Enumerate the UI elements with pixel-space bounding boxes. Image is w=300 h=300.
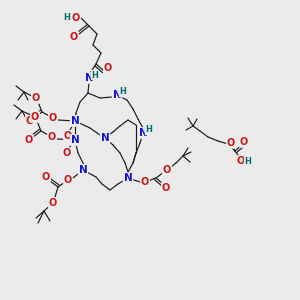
Text: O: O xyxy=(63,148,71,158)
Text: H: H xyxy=(92,70,98,80)
Text: O: O xyxy=(227,138,235,148)
Text: N: N xyxy=(85,73,93,83)
Text: O: O xyxy=(70,32,78,42)
Text: H: H xyxy=(120,88,126,97)
Text: O: O xyxy=(25,135,33,145)
Text: O: O xyxy=(162,183,170,193)
Text: O: O xyxy=(163,165,171,175)
Text: O: O xyxy=(49,113,57,123)
Text: O: O xyxy=(26,116,34,126)
Text: O: O xyxy=(48,132,56,142)
Text: N: N xyxy=(70,135,80,145)
Text: O: O xyxy=(240,137,248,147)
Text: O: O xyxy=(64,131,72,141)
Text: O: O xyxy=(72,13,80,23)
Text: H: H xyxy=(244,157,251,166)
Text: N: N xyxy=(70,116,80,126)
Text: O: O xyxy=(42,172,50,182)
Text: N: N xyxy=(100,133,109,143)
Text: O: O xyxy=(32,93,40,103)
Text: O: O xyxy=(64,175,72,185)
Text: H: H xyxy=(64,14,70,22)
Text: O: O xyxy=(141,177,149,187)
Text: N: N xyxy=(124,173,132,183)
Text: H: H xyxy=(146,125,152,134)
Text: N: N xyxy=(112,90,122,100)
Text: N: N xyxy=(139,128,147,138)
Text: O: O xyxy=(31,112,39,122)
Text: O: O xyxy=(104,63,112,73)
Text: O: O xyxy=(237,156,245,166)
Text: O: O xyxy=(49,198,57,208)
Text: N: N xyxy=(79,165,87,175)
